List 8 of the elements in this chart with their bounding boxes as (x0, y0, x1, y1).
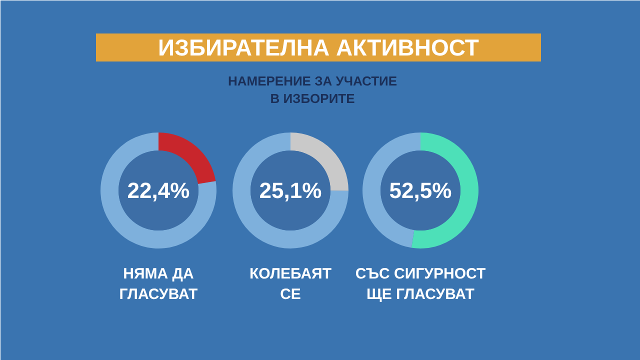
text: КОЛЕБАЯТ СЕ (250, 266, 332, 303)
chart-subtitle: НАМЕРЕНИЕ ЗА УЧАСТИЕ В ИЗБОРИТЕ (228, 74, 398, 106)
data-label: 52,5% (389, 178, 452, 203)
data-label: 25,1% (259, 178, 322, 203)
text: НЯМА ДА ГЛАСУВАТ (119, 266, 198, 303)
chart-title: ИЗБИРАТЕЛНА АКТИВНОСТ (158, 34, 479, 60)
data-label: 22,4% (127, 178, 190, 203)
text: СЪС СИГУРНОСТ ЩЕ ГЛАСУВАТ (355, 266, 486, 303)
